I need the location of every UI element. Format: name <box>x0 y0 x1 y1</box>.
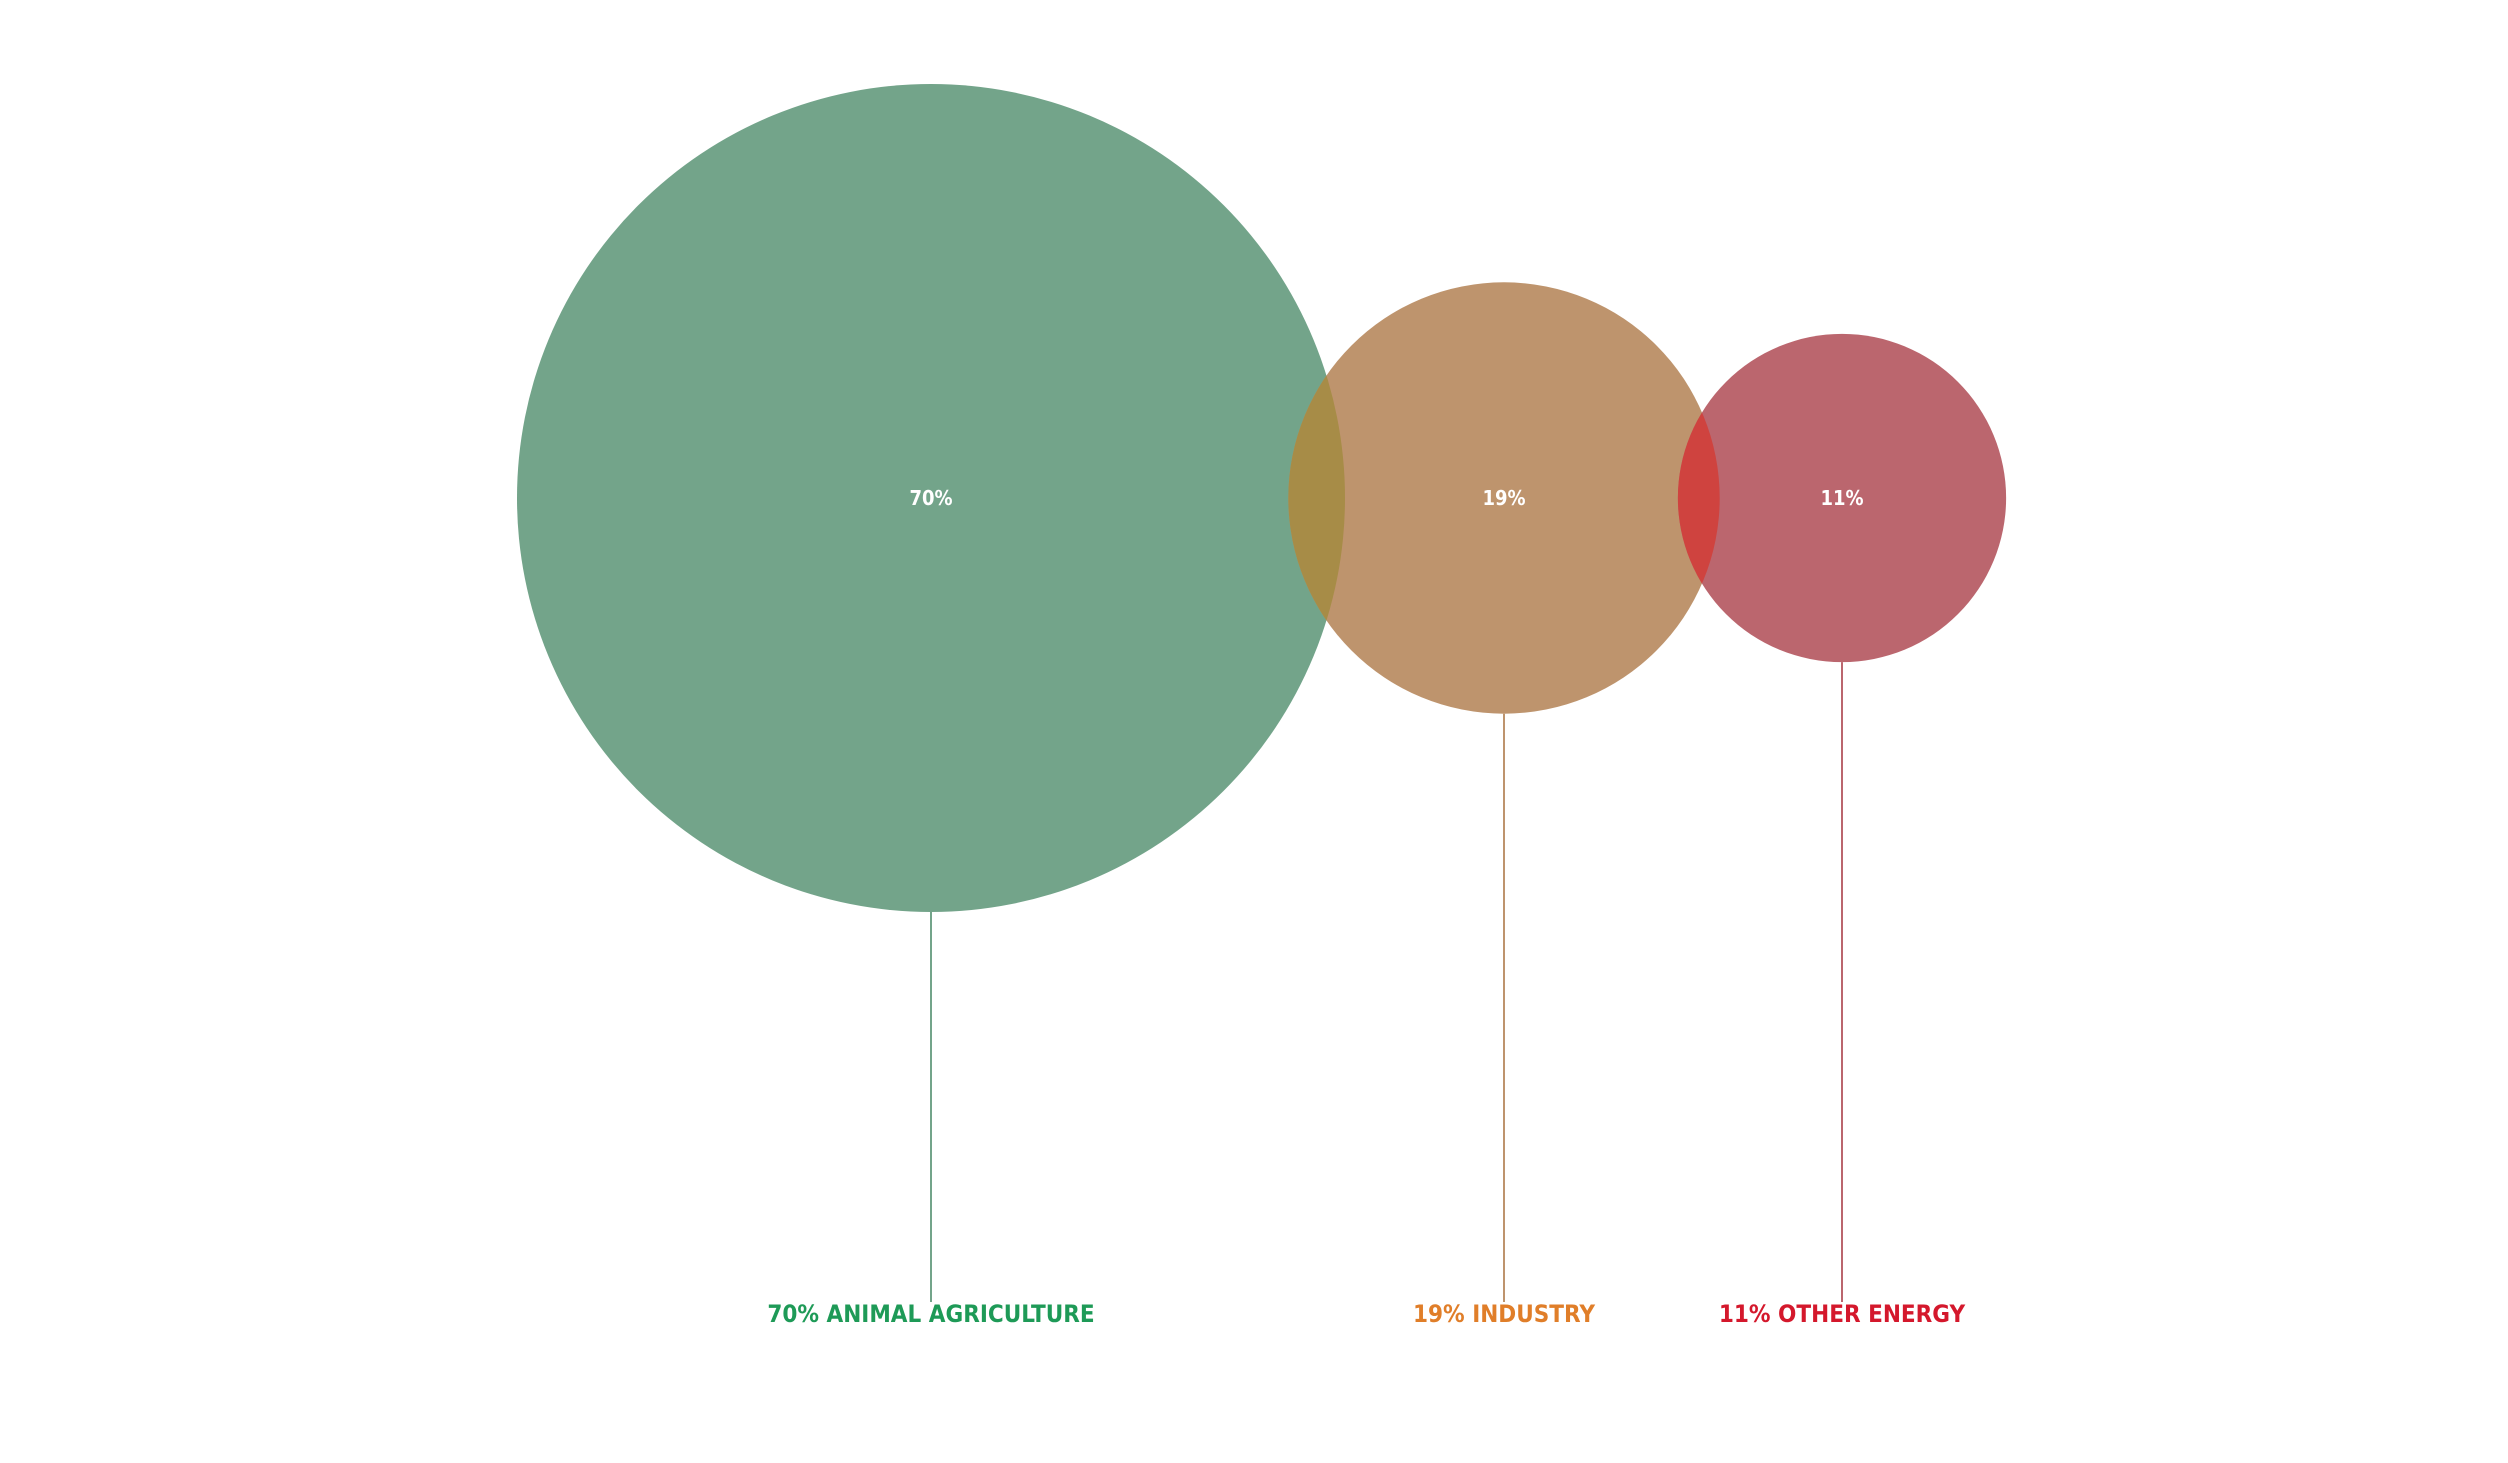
caption-animal-agriculture: 70% ANIMAL AGRICULTURE <box>767 1300 1094 1328</box>
caption-other-energy: 11% OTHER ENERGY <box>1719 1300 1966 1328</box>
bubble-industry <box>1288 282 1720 714</box>
bubble-value-animal-agriculture: 70% <box>909 486 952 510</box>
bubble-value-other-energy: 11% <box>1820 486 1863 510</box>
bubble-other-energy <box>1677 333 2007 663</box>
bubbles <box>517 84 2007 912</box>
bubble-value-labels: 70% 19% 11% <box>909 486 1863 510</box>
bubble-animal-agriculture <box>517 84 1345 912</box>
connector-lines <box>930 662 1843 1302</box>
caption-industry: 19% INDUSTRY <box>1413 1300 1595 1328</box>
bubble-captions: 70% ANIMAL AGRICULTURE 19% INDUSTRY 11% OT… <box>767 1300 1965 1328</box>
bubble-value-industry: 19% <box>1482 486 1525 510</box>
